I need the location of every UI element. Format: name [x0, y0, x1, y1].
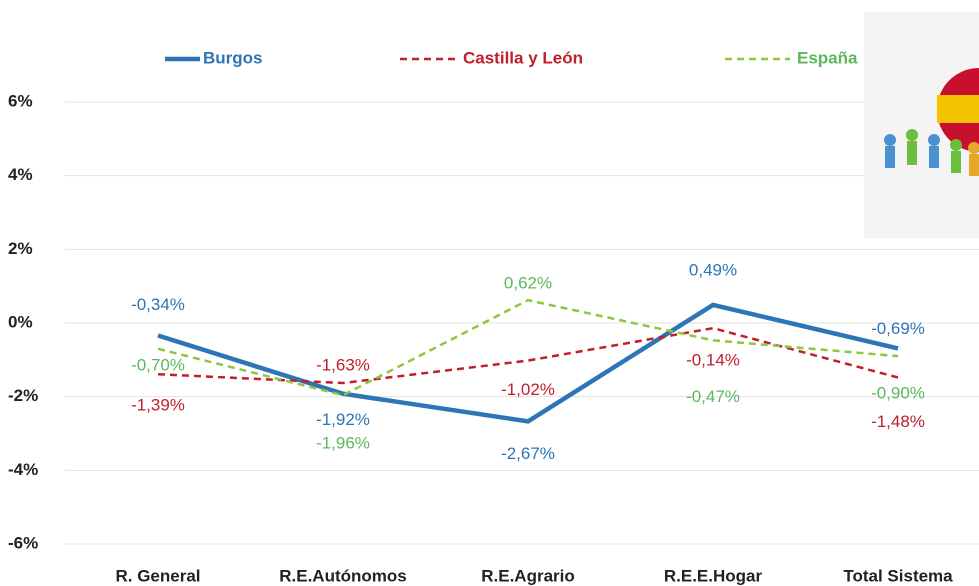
y-tick-label: -6% — [8, 533, 38, 552]
data-label: -0,14% — [686, 351, 740, 370]
series-line — [158, 305, 898, 421]
y-tick-label: -2% — [8, 386, 38, 405]
data-label: -2,67% — [501, 444, 555, 463]
data-label: -0,47% — [686, 387, 740, 406]
y-tick-label: -4% — [8, 460, 38, 479]
y-tick-label: 6% — [8, 91, 33, 110]
data-label: -0,70% — [131, 355, 185, 374]
legend-label: Castilla y León — [463, 48, 583, 67]
data-label: -1,92% — [316, 410, 370, 429]
legend-label: España — [797, 48, 858, 67]
data-label: -1,02% — [501, 380, 555, 399]
data-label: -1,48% — [871, 412, 925, 431]
data-label: -0,69% — [871, 319, 925, 338]
y-tick-label: 2% — [8, 239, 33, 258]
y-tick-label: 0% — [8, 312, 33, 331]
legend-label: Burgos — [203, 48, 263, 67]
x-tick-label: R.E.Agrario — [481, 566, 575, 585]
x-tick-label: R.E.Autónomos — [279, 566, 407, 585]
x-tick-label: R. General — [115, 566, 200, 585]
data-label: -1,96% — [316, 434, 370, 453]
x-tick-label: R.E.E.Hogar — [664, 566, 763, 585]
data-label: -0,90% — [871, 384, 925, 403]
data-label: -0,34% — [131, 295, 185, 314]
series-line — [158, 328, 898, 383]
plot-area: -6% -4% -2% 0% 2% 4% 6% R. General R.E.Autónomos… — [8, 48, 979, 585]
chart: -6% -4% -2% 0% 2% 4% 6% R. General R.E.Autónomos… — [0, 0, 979, 586]
decorative-image — [864, 12, 979, 238]
data-label: 0,62% — [504, 274, 552, 293]
y-tick-label: 4% — [8, 165, 33, 184]
data-label: -1,63% — [316, 356, 370, 375]
x-tick-label: Total Sistema — [843, 566, 953, 585]
data-label: -1,39% — [131, 396, 185, 415]
data-label: 0,49% — [689, 260, 737, 279]
